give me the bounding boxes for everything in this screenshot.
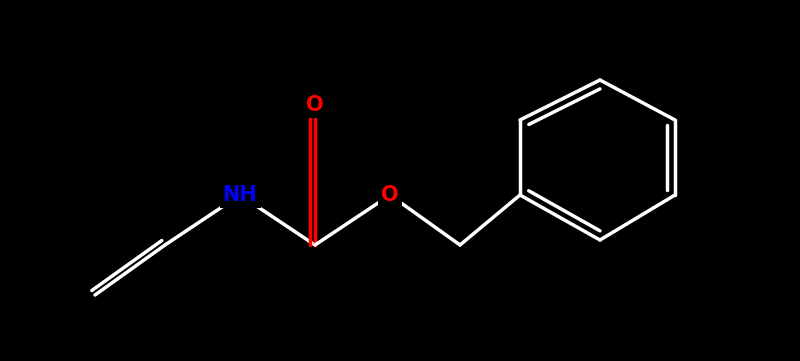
Text: O: O xyxy=(381,185,399,205)
Text: NH: NH xyxy=(222,185,258,205)
Text: O: O xyxy=(306,95,324,115)
